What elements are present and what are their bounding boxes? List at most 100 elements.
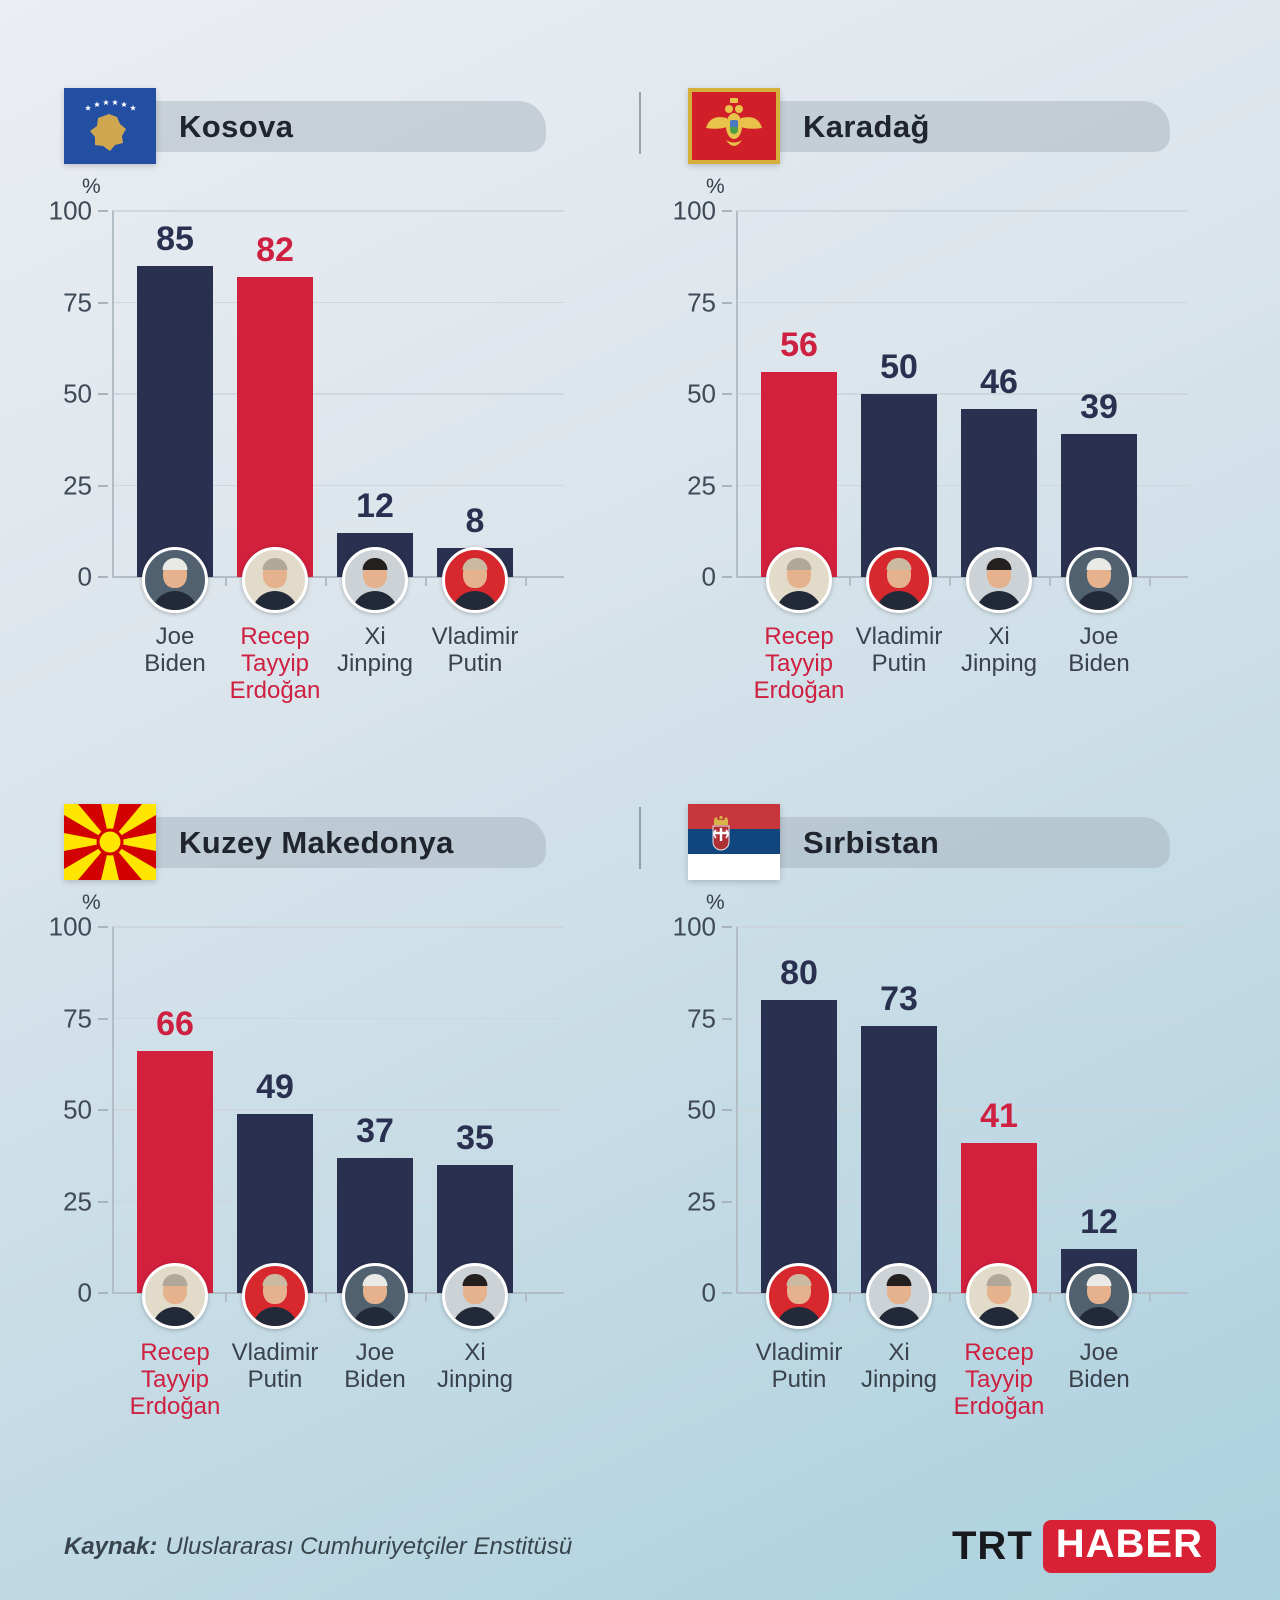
bar-group-erdogan: 41 [961,927,1037,1329]
bar-label-joe-biden: Joe Biden [1068,1339,1130,1393]
kosovo-flag-icon [64,88,156,164]
trt-haber-logo: TRT HABER [952,1520,1216,1573]
bar-label-joe-biden: Joe Biden [344,1339,406,1393]
avatar-recep-tayyip-erdogan [142,1263,208,1329]
avatar-xi-jinping [866,1263,932,1329]
x-tick [225,577,227,586]
x-tick [225,1293,227,1302]
north-macedonia-flag-icon [64,804,156,880]
y-tick-label: 50 [687,1094,716,1125]
bars-row: 66 49 37 [137,927,513,1329]
panel-header: Kuzey Makedonya [64,804,620,881]
y-tick-label: 50 [63,1094,92,1125]
bar-value-label: 80 [780,954,818,993]
y-axis-unit: % [82,891,101,914]
bar-value-label: 46 [980,362,1018,401]
bar-labels: Joe Biden Recep Tayyip Erdoğan Xi Jinpin… [125,623,525,704]
bar-label-vladimir-putin: Vladimir Putin [231,1339,319,1393]
x-tick [525,1293,527,1302]
bar-group-joe-biden: 85 [137,211,213,613]
bar-xi-jinping [861,1025,937,1293]
bar-label-joe-biden: Joe Biden [144,623,206,677]
bar-group-vladimir-putin: 8 [437,211,513,613]
country-title: Kosova [179,108,294,144]
x-tick [325,1293,327,1302]
bar-value-label: 85 [156,219,194,258]
bar-value-label: 73 [880,979,918,1018]
bar-joe-biden [137,265,213,577]
x-tick [949,577,951,586]
avatar-joe-biden [142,547,208,613]
bar-group-xi-jinping: 73 [861,927,937,1329]
bar-value-label: 82 [256,230,294,269]
y-tick-label: 100 [48,195,92,226]
country-title-pill: Kuzey Makedonya [96,817,546,868]
avatar-joe-biden [1066,547,1132,613]
bar-group-vladimir-putin: 80 [761,927,837,1329]
avatar-vladimir-putin [242,1263,308,1329]
bar-label-xi-jinping: Xi Jinping [960,623,1038,677]
y-tick-label: 75 [687,1003,716,1033]
avatar-xi-jinping [342,547,408,613]
y-tick-label: 50 [63,378,92,409]
bar-erdogan [137,1051,213,1293]
x-axis-line [736,576,1188,578]
bar-value-label: 12 [1080,1203,1118,1242]
avatar-joe-biden [1066,1263,1132,1329]
country-title: Sırbistan [803,824,940,860]
bar-group-xi-jinping: 46 [961,211,1037,613]
y-axis-line [112,211,114,577]
country-title: Kuzey Makedonya [179,824,454,860]
y-tick-label: 0 [77,561,92,592]
column-divider-bottom [639,807,641,869]
x-tick [425,1293,427,1302]
serbia-flag-icon [688,804,780,880]
x-tick [849,577,851,586]
y-axis-unit: % [82,175,101,198]
x-tick [325,577,327,586]
y-tick-label: 25 [63,470,92,500]
bar-value-label: 8 [465,501,485,540]
avatar-xi-jinping [442,1263,508,1329]
y-axis-line [736,927,738,1293]
charts-grid: Kosova % 100 75 50 [48,88,1244,1420]
y-axis-unit: % [706,891,725,914]
avatar-vladimir-putin [866,547,932,613]
bar-value-label: 66 [156,1005,194,1044]
bar-value-label: 41 [980,1096,1018,1135]
bar-group-xi-jinping: 12 [337,211,413,613]
chart-panel-karadag: Karadağ [673,88,1244,704]
source-note: Kaynak: Uluslararası Cumhuriyetçiler Enst… [64,1533,572,1561]
y-axis-unit: % [706,175,725,198]
bar-group-erdogan: 56 [761,211,837,613]
chart-wrap: % 100 75 50 25 0 66 [49,891,564,1420]
country-title-pill: Sırbistan [720,817,1170,868]
y-tick-label: 0 [701,561,716,592]
x-axis-line [112,576,564,578]
bar-group-joe-biden: 39 [1061,211,1137,613]
bar-vladimir-putin [761,1000,837,1293]
source-label: Kaynak: [64,1532,158,1560]
avatar-joe-biden [342,1263,408,1329]
y-tick-label: 100 [48,911,92,942]
y-axis-line [736,211,738,577]
x-tick [1149,577,1151,586]
bar-value-label: 35 [456,1118,494,1157]
avatar-xi-jinping [966,547,1032,613]
chart-panel-sirbistan: Sırbistan % [673,804,1244,1420]
bar-label-erdogan: Recep Tayyip Erdoğan [229,623,321,704]
panel-header: Karadağ [688,88,1244,165]
bar-group-joe-biden: 12 [1061,927,1137,1329]
bar-label-xi-jinping: Xi Jinping [860,1339,938,1393]
bar-chart-karadag: 100 75 50 25 0 56 [673,196,1188,613]
y-tick-label: 75 [687,287,716,317]
bar-labels: Recep Tayyip Erdoğan Vladimir Putin Xi J… [749,623,1149,704]
montenegro-flag-icon [688,88,780,164]
x-axis-line [736,1292,1188,1294]
bar-value-label: 39 [1080,388,1118,427]
chart-wrap: % 100 75 50 25 0 80 [673,891,1188,1420]
x-tick [1149,1293,1151,1302]
y-axis-line [112,927,114,1293]
panel-header: Sırbistan [688,804,1244,881]
